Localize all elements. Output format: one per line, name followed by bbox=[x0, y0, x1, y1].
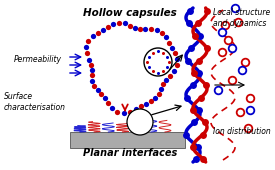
Circle shape bbox=[127, 109, 153, 135]
Circle shape bbox=[144, 48, 172, 76]
Text: Surface
characterisation: Surface characterisation bbox=[4, 92, 66, 112]
Text: Hollow capsules: Hollow capsules bbox=[83, 8, 177, 18]
Text: Ion distribution: Ion distribution bbox=[213, 128, 271, 137]
Text: Permeability: Permeability bbox=[14, 55, 62, 64]
Text: Local structure
and dynamics: Local structure and dynamics bbox=[213, 8, 270, 28]
Bar bbox=[70, 132, 185, 148]
Text: Planar interfaces: Planar interfaces bbox=[83, 148, 177, 158]
